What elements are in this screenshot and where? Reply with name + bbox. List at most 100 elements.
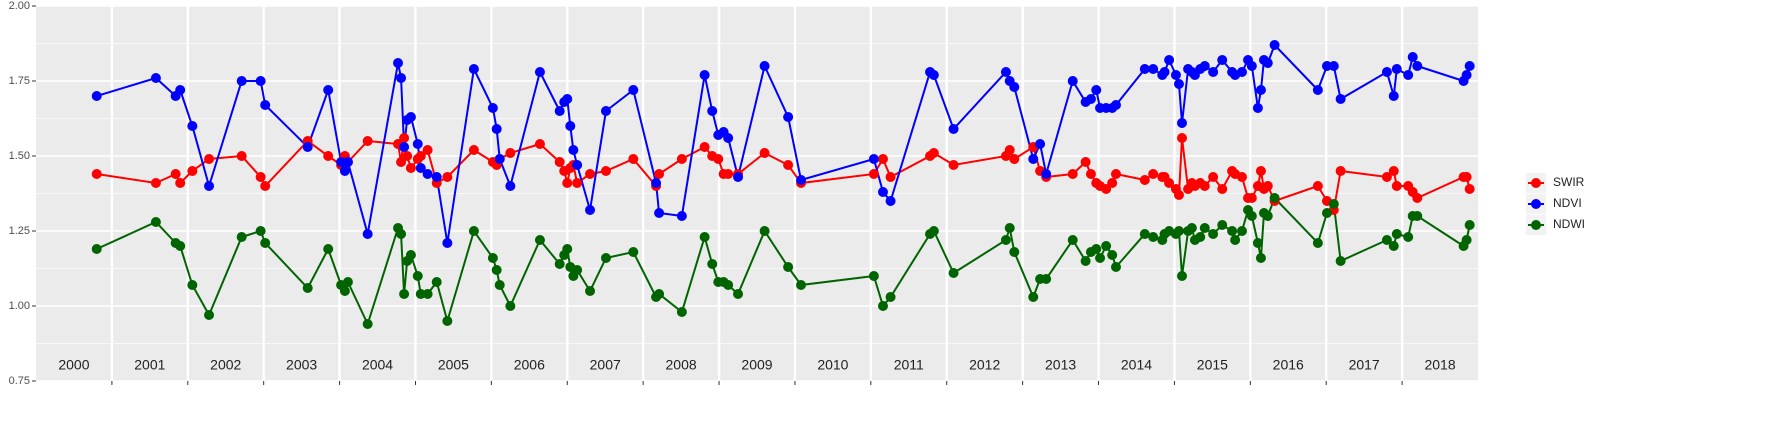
data-point	[928, 70, 939, 80]
data-point	[600, 253, 611, 263]
data-point	[422, 145, 433, 155]
data-point	[1269, 40, 1280, 50]
data-point	[1164, 178, 1175, 188]
y-tick-label: 1.50	[9, 150, 30, 162]
data-point	[1159, 67, 1170, 77]
data-point	[1208, 229, 1219, 239]
data-point	[1173, 226, 1184, 236]
data-point	[1177, 133, 1188, 143]
legend-key-point	[1531, 178, 1541, 188]
data-point	[585, 286, 596, 296]
data-point	[1173, 79, 1184, 89]
data-point	[255, 76, 266, 86]
data-point	[204, 154, 215, 164]
data-point	[585, 169, 596, 179]
data-point	[323, 85, 334, 95]
data-point	[1262, 58, 1273, 68]
data-point	[468, 64, 479, 74]
year-label: 2004	[362, 357, 393, 373]
data-point	[362, 136, 373, 146]
data-point	[796, 175, 807, 185]
data-point	[399, 289, 410, 299]
data-point	[723, 280, 734, 290]
data-point	[759, 148, 770, 158]
data-point	[534, 139, 545, 149]
y-tick-label: 1.00	[9, 300, 30, 312]
data-point	[175, 178, 186, 188]
data-point	[759, 226, 770, 236]
data-point	[1107, 178, 1118, 188]
data-point	[1101, 241, 1112, 251]
data-point	[585, 205, 596, 215]
data-point	[1312, 238, 1323, 248]
data-point	[1236, 67, 1247, 77]
data-point	[339, 166, 350, 176]
data-point	[1000, 235, 1011, 245]
data-point	[405, 112, 416, 122]
data-point	[1208, 67, 1219, 77]
data-point	[487, 253, 498, 263]
data-point	[260, 238, 271, 248]
data-point	[1388, 166, 1399, 176]
data-point	[1391, 64, 1402, 74]
year-label: 2018	[1424, 357, 1455, 373]
data-point	[1107, 250, 1118, 260]
data-point	[1252, 238, 1263, 248]
data-point	[91, 91, 102, 101]
year-label: 2012	[969, 357, 1000, 373]
data-point	[399, 133, 410, 143]
data-point	[1186, 223, 1197, 233]
data-point	[796, 280, 807, 290]
y-tick-label: 1.25	[9, 225, 30, 237]
data-point	[1148, 232, 1159, 242]
data-point	[868, 169, 879, 179]
data-point	[1110, 262, 1121, 272]
data-point	[396, 73, 407, 83]
data-point	[431, 172, 442, 182]
data-point	[339, 286, 350, 296]
data-point	[565, 121, 576, 131]
data-point	[699, 70, 710, 80]
data-point	[707, 106, 718, 116]
data-point	[323, 244, 334, 254]
data-point	[491, 124, 502, 134]
data-point	[1461, 235, 1472, 245]
data-point	[442, 238, 453, 248]
data-point	[150, 178, 161, 188]
data-point	[562, 94, 573, 104]
legend-label: NDWI	[1553, 217, 1585, 231]
data-point	[654, 289, 665, 299]
data-point	[699, 142, 710, 152]
data-point	[699, 232, 710, 242]
data-point	[1080, 256, 1091, 266]
data-point	[713, 154, 724, 164]
data-point	[1388, 241, 1399, 251]
data-point	[396, 157, 407, 167]
data-point	[236, 232, 247, 242]
data-point	[399, 142, 410, 152]
data-point	[928, 226, 939, 236]
data-point	[1000, 67, 1011, 77]
data-point	[505, 148, 516, 158]
data-point	[628, 154, 639, 164]
year-label: 2015	[1197, 357, 1228, 373]
year-label: 2000	[58, 357, 89, 373]
data-point	[1269, 193, 1280, 203]
data-point	[628, 85, 639, 95]
data-point	[468, 226, 479, 236]
data-point	[948, 160, 959, 170]
data-point	[676, 154, 687, 164]
data-point	[1091, 244, 1102, 254]
data-point	[1403, 70, 1414, 80]
data-point	[1009, 82, 1020, 92]
data-point	[396, 229, 407, 239]
data-point	[170, 169, 181, 179]
data-point	[412, 271, 423, 281]
data-point	[431, 277, 442, 287]
data-point	[487, 103, 498, 113]
data-point	[505, 181, 516, 191]
data-point	[342, 157, 353, 167]
data-point	[733, 289, 744, 299]
data-point	[1262, 211, 1273, 221]
